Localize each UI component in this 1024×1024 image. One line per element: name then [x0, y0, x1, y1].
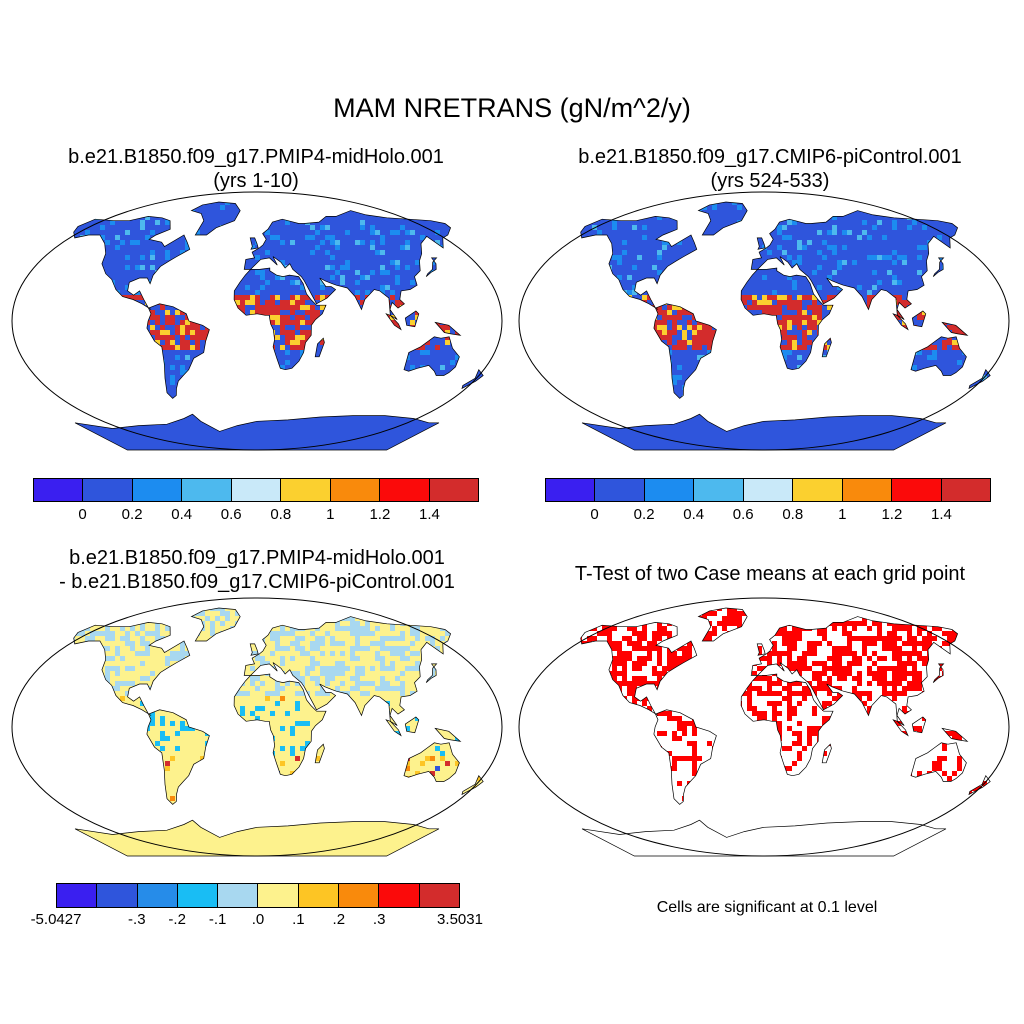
panel-3-title-line2: - b.e21.B1850.f09_g17.CMIP6-piControl.00…	[59, 571, 455, 593]
panel-1-title-line1: b.e21.B1850.f09_g17.PMIP4-midHolo.001	[68, 146, 444, 168]
colorbar-swatch	[258, 884, 299, 907]
figure-title: MAM NRETRANS (gN/m^2/y)	[333, 93, 691, 123]
panel-4-title-line1: T-Test of two Case means at each grid po…	[574, 563, 966, 585]
map-frame	[518, 597, 1010, 857]
map-panel-ttest	[518, 597, 1010, 857]
colorbar-tick-label: 0.6	[220, 506, 242, 523]
map-frame	[518, 191, 1010, 451]
colorbar-swatch	[380, 479, 430, 501]
map-frame	[11, 597, 503, 857]
colorbar-swatch	[379, 884, 420, 907]
colorbar-swatch	[132, 479, 183, 501]
panel-1-title-line2: (yrs 1-10)	[213, 170, 299, 192]
colorbar-swatch	[281, 479, 331, 501]
coastlines	[73, 607, 484, 857]
colorbar-tick-label: .0	[251, 911, 265, 928]
colorbar-tick-label: 0.8	[270, 506, 292, 523]
colorbar-swatch	[177, 884, 219, 907]
map-panel-midholo	[11, 191, 503, 451]
colorbar-tick-label: 0.2	[121, 506, 143, 523]
colorbar-swatch	[793, 479, 843, 501]
panel-2-title: b.e21.B1850.f09_g17.CMIP6-piControl.001 …	[520, 145, 1020, 193]
colorbar-tick-label: .2	[332, 911, 346, 928]
colorbar-tick-label: 0.4	[171, 506, 193, 523]
colorbar-absolute-1	[33, 478, 479, 502]
colorbar-swatch	[694, 479, 744, 501]
colorbar-tick-label: 0.6	[732, 506, 754, 523]
colorbar-swatch	[298, 884, 340, 907]
panel-2-title-line2: (yrs 524-533)	[710, 170, 830, 192]
colorbar-swatch	[743, 479, 794, 501]
colorbar-swatch	[842, 479, 893, 501]
colorbar-tick-label: 1	[326, 506, 335, 523]
colorbar-absolute-2	[545, 478, 991, 502]
colorbar-swatch	[137, 884, 178, 907]
colorbar-swatch	[546, 479, 596, 501]
colorbar-tick-label: .1	[292, 911, 305, 928]
colorbar-tick-label: 1.2	[881, 506, 903, 523]
colorbar-swatch	[218, 884, 259, 907]
colorbar-tick-label: 1	[838, 506, 847, 523]
colorbar-swatch	[595, 479, 645, 501]
colorbar-tick-label: 0	[590, 506, 599, 523]
colorbar-tick-label: 0.2	[633, 506, 655, 523]
colorbar-swatch	[339, 884, 380, 907]
colorbar-tick-label: 0	[78, 506, 87, 523]
colorbar-tick-label: 0.8	[782, 506, 804, 523]
map-frame	[11, 191, 503, 451]
colorbar-swatch	[419, 884, 459, 907]
colorbar-tick-label: -.2	[168, 911, 186, 928]
panel-3-title: b.e21.B1850.f09_g17.PMIP4-midHolo.001 - …	[10, 546, 504, 594]
panel-4-title: T-Test of two Case means at each grid po…	[520, 562, 1020, 586]
panel-1-title: b.e21.B1850.f09_g17.PMIP4-midHolo.001 (y…	[14, 145, 498, 193]
ttest-note: Cells are significant at 0.1 level	[656, 899, 878, 916]
colorbar-difference	[56, 883, 460, 908]
colorbar-swatch	[57, 884, 98, 907]
colorbar-swatch	[892, 479, 942, 501]
colorbar-tick-label: 0.4	[683, 506, 705, 523]
colorbar-tick-label: .3	[372, 911, 386, 928]
colorbar-swatch	[429, 479, 478, 501]
panel-3-title-line1: b.e21.B1850.f09_g17.PMIP4-midHolo.001	[69, 547, 445, 569]
coastlines	[580, 201, 991, 451]
colorbar-tick-label: -.1	[208, 911, 227, 928]
colorbar-swatch	[330, 479, 381, 501]
colorbar-tick-label: 1.4	[931, 506, 952, 523]
colorbar-absolute-1-labels: 0 0.2 0.4 0.6 0.8 1 1.2 1.4	[33, 506, 479, 526]
coastlines	[580, 607, 991, 857]
coastlines	[73, 201, 484, 451]
colorbar-swatch	[83, 479, 133, 501]
colorbar-absolute-2-labels: 0 0.2 0.4 0.6 0.8 1 1.2 1.4	[545, 506, 991, 526]
colorbar-swatch	[97, 884, 138, 907]
panel-2-title-line1: b.e21.B1850.f09_g17.CMIP6-piControl.001	[578, 146, 962, 168]
colorbar-swatch	[231, 479, 282, 501]
colorbar-swatch	[644, 479, 695, 501]
colorbar-tick-label: 3.5031	[437, 911, 483, 928]
map-panel-picontrol	[518, 191, 1010, 451]
colorbar-tick-label: 1.2	[369, 506, 391, 523]
colorbar-tick-label: -5.0427	[30, 911, 82, 928]
colorbar-swatch	[182, 479, 232, 501]
map-panel-difference	[11, 597, 503, 857]
colorbar-swatch	[941, 479, 990, 501]
colorbar-swatch	[34, 479, 84, 501]
colorbar-difference-labels: -5.0427 -.3 -.2 -.1 .0 .1 .2 .3 3.5031	[31, 911, 483, 931]
colorbar-tick-label: -.3	[128, 911, 146, 928]
colorbar-tick-label: 1.4	[419, 506, 440, 523]
